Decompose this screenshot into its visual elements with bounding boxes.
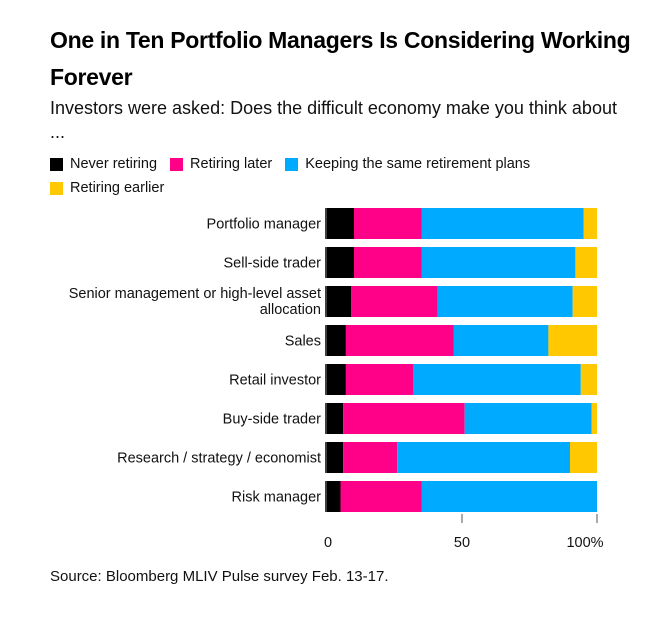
- legend-label: Retiring earlier: [70, 180, 165, 196]
- bar-segment: [464, 403, 592, 434]
- bar-segment: [421, 208, 584, 239]
- bar-segment: [413, 364, 581, 395]
- bar-segment: [548, 325, 597, 356]
- legend-swatch: [50, 157, 63, 171]
- legend-item: Never retiring: [50, 152, 157, 176]
- category-label: Portfolio manager: [207, 217, 322, 233]
- bar-segment: [327, 286, 352, 317]
- x-tick-label: 0: [324, 535, 332, 551]
- bar-segment: [572, 286, 597, 317]
- legend: Never retiring Retiring later Keeping the …: [50, 152, 630, 200]
- bar-segment: [421, 481, 597, 512]
- bar-segment: [591, 403, 597, 434]
- chart-title: One in Ten Portfolio Managers Is Conside…: [50, 27, 631, 90]
- category-label: Senior management or high-level asset all…: [69, 286, 321, 318]
- bar-segment: [351, 286, 438, 317]
- bar-segment: [345, 364, 414, 395]
- legend-item: Retiring later: [170, 152, 272, 176]
- bar-segment: [345, 325, 454, 356]
- legend-swatch: [50, 181, 63, 195]
- legend-swatch: [285, 157, 299, 171]
- category-label: Research / strategy / economist: [117, 451, 321, 467]
- bar-segment: [575, 247, 597, 278]
- bar-segment: [453, 325, 549, 356]
- bar-segment: [327, 442, 344, 473]
- bar-segment: [343, 403, 465, 434]
- bar-segment: [340, 481, 422, 512]
- legend-label: Never retiring: [70, 156, 158, 172]
- bar-segment: [354, 247, 422, 278]
- bar-segment: [327, 364, 346, 395]
- category-label: Sell-side trader: [223, 256, 321, 272]
- category-label: Retail investor: [229, 373, 321, 389]
- bar-segment: [327, 208, 354, 239]
- source-note: Source: Bloomberg MLIV Pulse survey Feb.…: [50, 568, 389, 585]
- bar-segment: [327, 403, 344, 434]
- bar-segment: [421, 247, 576, 278]
- x-tick-label: 100%: [566, 535, 603, 551]
- x-tick-label: 50: [454, 535, 470, 551]
- chart-subtitle: Investors were asked: Does the difficult…: [50, 98, 617, 142]
- legend-item: Retiring earlier: [50, 176, 164, 200]
- bar-segment: [327, 481, 341, 512]
- category-label: Buy-side trader: [223, 412, 321, 428]
- bar-segment: [343, 442, 398, 473]
- bar-segment: [397, 442, 570, 473]
- bar-segment: [327, 247, 354, 278]
- bar-segment: [583, 208, 597, 239]
- legend-swatch: [170, 157, 184, 171]
- legend-item: Keeping the same retirement plans: [285, 152, 530, 176]
- legend-label: Keeping the same retirement plans: [305, 156, 531, 172]
- bar-segment: [437, 286, 573, 317]
- bar-segment: [354, 208, 422, 239]
- bar-segment: [570, 442, 597, 473]
- legend-label: Retiring later: [190, 156, 273, 172]
- bar-segment: [327, 325, 346, 356]
- category-label: Risk manager: [232, 490, 322, 506]
- category-label: Sales: [285, 334, 321, 350]
- bar-segment: [580, 364, 597, 395]
